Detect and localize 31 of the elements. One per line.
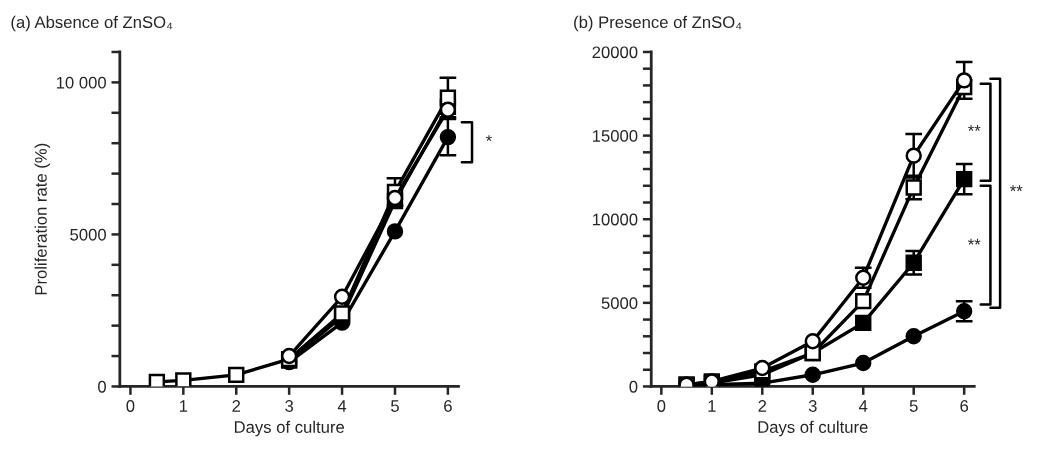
x-tick-label: 5 bbox=[909, 400, 918, 412]
x-tick-label: 0 bbox=[126, 400, 135, 412]
y-tick-label: 10000 bbox=[592, 213, 638, 226]
annotation: ** bbox=[968, 238, 981, 245]
x-axis-title: Days of culture bbox=[758, 420, 868, 437]
text: * bbox=[485, 135, 492, 141]
x-tick-label: 0 bbox=[657, 400, 666, 412]
x-tick-label: 1 bbox=[179, 400, 188, 412]
x-tick-label: 6 bbox=[960, 400, 969, 412]
x-tick-label: 3 bbox=[285, 400, 294, 412]
annotation: ** bbox=[968, 125, 981, 131]
x-tick-label: 3 bbox=[808, 400, 817, 412]
chart-title: (b) Presence of ZnSO₄ bbox=[574, 15, 742, 32]
y-tick-label: 0 bbox=[629, 380, 638, 393]
y-tick-label: 5000 bbox=[601, 297, 638, 310]
y-tick-label: 5000 bbox=[70, 228, 106, 241]
x-axis-title: Days of culture bbox=[234, 420, 344, 437]
chart-title: (a) Absence of ZnSO₄ bbox=[11, 15, 173, 32]
x-tick-label: 4 bbox=[858, 400, 868, 412]
text: ** bbox=[1010, 185, 1023, 192]
y-tick-label: 0 bbox=[98, 380, 106, 393]
y-tick-label: 15000 bbox=[592, 130, 638, 142]
x-tick-label: 2 bbox=[758, 400, 767, 412]
x-tick-label: 2 bbox=[232, 400, 241, 412]
y-tick-label: 20000 bbox=[592, 46, 638, 59]
x-tick-label: 1 bbox=[708, 400, 716, 412]
x-tick-label: 6 bbox=[444, 400, 452, 412]
y-axis-title: Proliferation rate (%) bbox=[34, 143, 51, 295]
x-tick-label: 5 bbox=[391, 400, 399, 412]
y-tick-label: 10 000 bbox=[56, 76, 106, 89]
x-tick-label: 4 bbox=[337, 400, 347, 412]
